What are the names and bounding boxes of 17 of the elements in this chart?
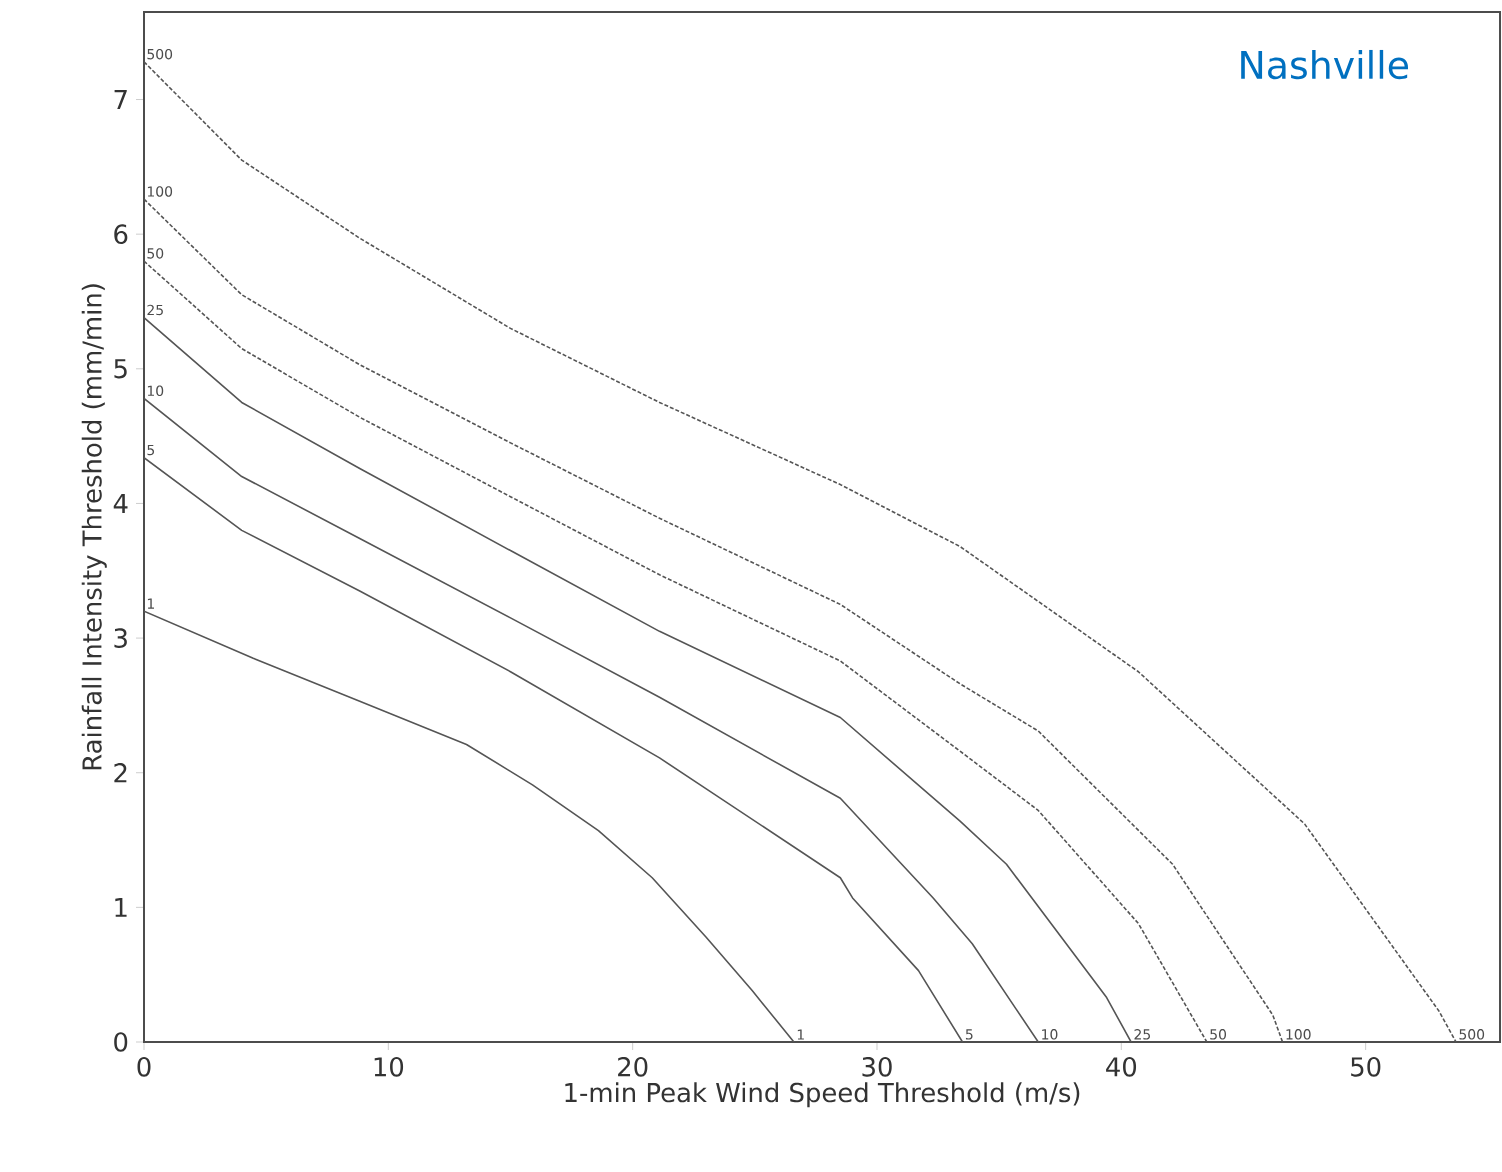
y-tick-label: 1 (115, 897, 127, 917)
y-tick-label: 2 (114, 763, 127, 783)
x-tick-label: 20 (618, 1057, 648, 1077)
y-tick-label: 6 (114, 224, 128, 244)
x-tick-label: 40 (1106, 1057, 1137, 1077)
y-tick-label: 4 (113, 494, 128, 513)
x-tick-label: 0 (137, 1057, 151, 1077)
x-tick-label: 30 (862, 1057, 892, 1077)
x-tick-label: 10 (374, 1057, 404, 1077)
y-tick-label: 5 (114, 359, 127, 379)
x-axis-title: 1-min Peak Wind Speed Threshold (m/s) (565, 1082, 1080, 1108)
text: Nashville (1241, 49, 1408, 80)
y-tick-label: 7 (114, 90, 127, 109)
x-tick-label: 50 (1351, 1057, 1381, 1077)
y-axis-title: Rainfall Intensity Threshold (mm/min) (81, 284, 107, 770)
y-tick-label: 3 (114, 628, 127, 648)
y-tick-label: 0 (114, 1032, 128, 1052)
